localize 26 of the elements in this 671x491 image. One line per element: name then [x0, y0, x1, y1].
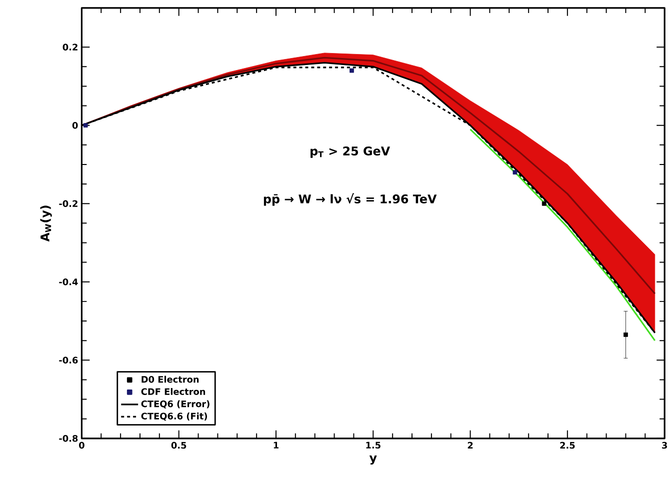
line-series [470, 128, 656, 342]
y-tick-label: 0 [72, 122, 78, 129]
y-tick-label: -0.4 [59, 278, 78, 286]
legend-label: CTEQ6 (Error) [141, 400, 210, 408]
x-tick-label: 3 [662, 442, 667, 449]
legend-label: CDF Electron [141, 388, 206, 395]
x-tick-label: 2.5 [560, 442, 575, 449]
y-tick-label: -0.2 [59, 200, 78, 207]
point [512, 170, 518, 174]
x-tick-label: 0.5 [171, 442, 186, 449]
point [624, 332, 628, 337]
point [350, 68, 354, 73]
legend-label: CTEQ6.6 (Fit) [141, 412, 207, 421]
x-tick-label: 2 [468, 442, 473, 448]
x-axis-title: y [369, 455, 377, 464]
x-tick-label: 0 [79, 442, 84, 449]
y-axis-title: A$_{W}$(y) [40, 206, 52, 242]
y-tick-label: 0.2 [62, 44, 78, 50]
annotation: p$_{T}$ > 25 GeV [310, 146, 390, 158]
annotation: pp̄ → W → lν √s = 1.96 TeV [264, 193, 437, 206]
legend-label: D0 Electron [142, 376, 199, 383]
y-tick-label: -0.8 [59, 434, 78, 442]
y-tick-label: -0.6 [59, 356, 78, 364]
point [83, 123, 88, 128]
x-tick-label: 1 [274, 442, 278, 448]
x-tick-label: 1.5 [366, 442, 380, 448]
